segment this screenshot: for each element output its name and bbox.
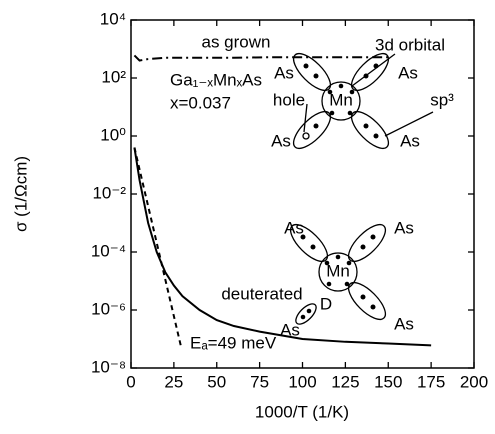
annotation: Ga₁₋ₓMnₓAs [170,70,262,89]
diagram-label: As [271,131,291,150]
y-tick-label: 10⁰ [100,125,126,144]
data-line [134,148,180,346]
x-tick-label: 50 [207,372,226,391]
y-axis-label: σ (1/Ωcm) [11,156,30,232]
diagram-label: As [400,131,420,150]
annotation: x=0.037 [170,93,231,112]
y-tick-label: 10⁴ [100,9,126,28]
series-label: deuterated [221,284,302,303]
diagram-label: Mn [329,90,353,109]
diagram-label: 3d orbital [375,35,445,54]
x-tick-label: 25 [164,372,183,391]
x-tick-label: 125 [331,372,359,391]
data-line [134,148,431,346]
series-label: as grown [202,32,271,51]
y-tick-label: 10⁻⁴ [91,241,126,260]
diagram-label: hole [273,90,305,109]
diagram-label: As [394,218,414,237]
chart: Ga₁₋ₓMnₓAs x=0.037 Eₐ=49 meV 1000/T (1/K… [0,0,495,434]
data-line [134,55,388,60]
diagram-label: As [398,63,418,82]
x-tick-label: 100 [288,372,316,391]
diagram-label: As [394,314,414,333]
y-tick-label: 10⁻² [92,183,126,202]
diagram-label: D [320,294,332,313]
x-tick-label: 200 [460,372,488,391]
x-axis-label: 1000/T (1/K) [255,402,349,421]
diagram-label: sp³ [430,90,454,109]
x-tick-label: 150 [374,372,402,391]
y-tick-label: 10⁻⁶ [91,299,126,318]
annotation: Eₐ=49 meV [190,333,277,352]
diagram-label: As [274,63,294,82]
x-tick-label: 175 [417,372,445,391]
diagram-label: Mn [326,261,350,280]
diagram-label: As [284,218,304,237]
x-tick-label: 75 [250,372,269,391]
y-tick-label: 10⁻⁸ [91,357,126,376]
y-tick-label: 10² [101,67,126,86]
x-tick-label: 0 [126,372,135,391]
